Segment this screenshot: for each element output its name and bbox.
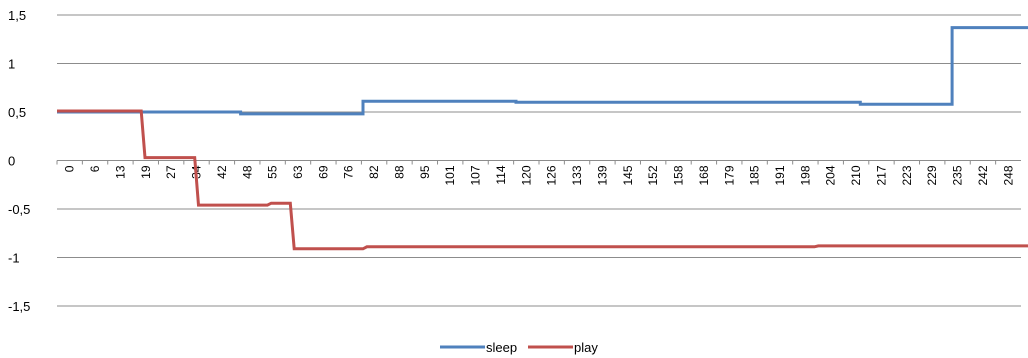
x-tick-label: 0: [63, 165, 77, 172]
x-tick-label: 6: [88, 165, 102, 172]
series-line-play: [57, 109, 1028, 251]
series-lines: [57, 26, 1028, 251]
x-tick-label: 185: [748, 165, 762, 185]
x-tick-label: 55: [266, 165, 280, 179]
legend: sleep play: [440, 340, 598, 355]
y-tick-label: 0,5: [8, 105, 26, 120]
y-tick-label: 1: [8, 57, 15, 72]
x-tick-label: 204: [824, 165, 838, 185]
x-tick-label: 107: [469, 165, 483, 185]
x-tick-label: 27: [164, 165, 178, 179]
x-tick-label: 42: [215, 165, 229, 179]
y-tick-label: -1: [8, 251, 20, 266]
x-tick-label: 168: [697, 165, 711, 185]
x-tick-label: 120: [519, 165, 533, 185]
y-axis-tick-labels: 1,5 1 0,5 0 -0,5 -1 -1,5: [8, 8, 30, 314]
x-tick-label: 88: [392, 165, 406, 179]
x-tick-label: 235: [951, 165, 965, 185]
x-tick-label: 63: [291, 165, 305, 179]
x-tick-label: 198: [798, 165, 812, 185]
x-axis: [56, 160, 1021, 165]
x-tick-label: 217: [874, 165, 888, 185]
x-tick-label: 76: [342, 165, 356, 179]
x-tick-label: 248: [1001, 165, 1015, 185]
y-tick-label: 1,5: [8, 8, 26, 23]
x-tick-label: 179: [722, 165, 736, 185]
x-tick-label: 210: [849, 165, 863, 185]
x-tick-label: 139: [595, 165, 609, 185]
x-tick-label: 229: [925, 165, 939, 185]
x-tick-label: 126: [545, 165, 559, 185]
x-tick-label: 145: [621, 165, 635, 185]
legend-label-sleep: sleep: [486, 340, 517, 355]
y-tick-label: -1,5: [8, 299, 30, 314]
x-tick-label: 95: [418, 165, 432, 179]
x-tick-label: 19: [139, 165, 153, 179]
x-tick-label: 48: [240, 165, 254, 179]
x-tick-label: 114: [494, 165, 508, 184]
x-tick-label: 152: [646, 165, 660, 185]
series-line-sleep: [57, 26, 1028, 116]
x-tick-label: 191: [773, 165, 787, 185]
x-tick-label: 101: [443, 165, 457, 185]
x-tick-label: 242: [976, 165, 990, 185]
legend-label-play: play: [574, 340, 598, 355]
x-tick-label: 158: [672, 165, 686, 185]
x-tick-label: 223: [900, 165, 914, 185]
x-tick-label: 82: [367, 165, 381, 179]
y-tick-label: -0,5: [8, 202, 30, 217]
y-tick-label: 0: [8, 154, 15, 169]
x-tick-label: 69: [316, 165, 330, 179]
x-tick-label: 13: [113, 165, 127, 179]
x-axis-tick-labels: 0 6 13 19 27 34 42 48 55 63 69 76 82 88 95 101 107 114 120…: [63, 165, 1016, 185]
x-tick-label: 133: [570, 165, 584, 185]
